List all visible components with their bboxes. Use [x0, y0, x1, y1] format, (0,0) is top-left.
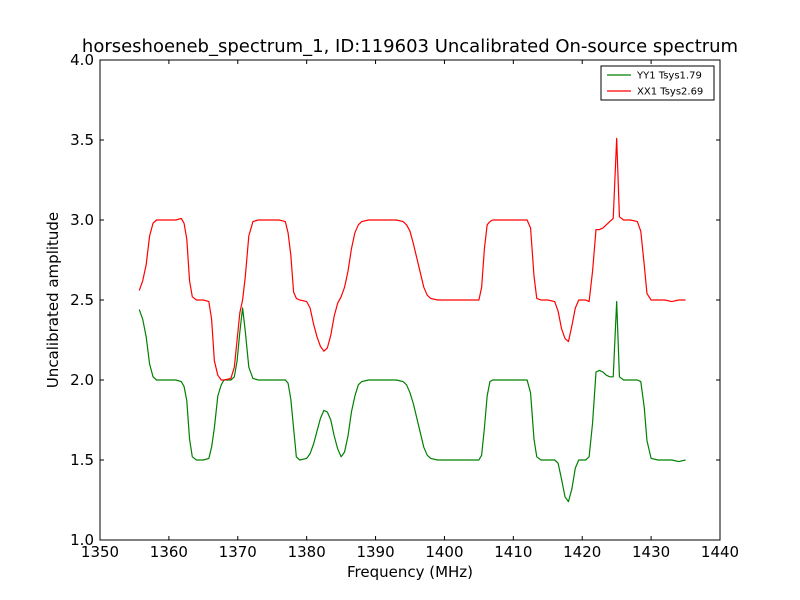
x-tick-label-6: 1410	[494, 543, 532, 561]
x-tick-label-4: 1390	[356, 543, 394, 561]
x-tick-label-5: 1400	[425, 543, 463, 561]
y-tick-label-3: 2.5	[70, 291, 94, 309]
x-tick-label-1: 1360	[150, 543, 188, 561]
legend-label-0: YY1 Tsys1.79	[636, 71, 702, 82]
plot-frame	[99, 59, 721, 541]
series-line-1	[138, 137, 686, 381]
x-tick-label-0: 1350	[81, 543, 119, 561]
x-axis-label: Frequency (MHz)	[347, 563, 473, 581]
series-line-0	[138, 301, 686, 503]
y-tick-label-2: 2.0	[70, 371, 94, 389]
x-tick-label-2: 1370	[219, 543, 257, 561]
x-tick-label-9: 1440	[701, 543, 739, 561]
plot-area	[100, 60, 720, 540]
x-tick-label-8: 1430	[632, 543, 670, 561]
y-tick-label-4: 3.0	[70, 211, 94, 229]
x-tick-label-3: 1380	[288, 543, 326, 561]
legend: YY1 Tsys1.79 XX1 Tsys2.69	[600, 65, 715, 101]
legend-label-1: XX1 Tsys2.69	[637, 87, 703, 98]
y-tick-label-1: 1.5	[70, 451, 94, 469]
y-tick-label-6: 4.0	[70, 51, 94, 69]
legend-box	[600, 65, 715, 101]
chart-title: horseshoeneb_spectrum_1, ID:119603 Uncal…	[82, 36, 738, 57]
y-tick-label-0: 1.0	[70, 531, 94, 549]
y-axis-label: Uncalibrated amplitude	[44, 212, 62, 388]
series-layer	[138, 137, 686, 503]
ticks-layer: 1350 1360 1370 1380 1390 1400 1410 1420 1430 1440…	[70, 51, 739, 561]
x-tick-label-7: 1420	[563, 543, 601, 561]
y-tick-label-5: 3.5	[70, 131, 94, 149]
